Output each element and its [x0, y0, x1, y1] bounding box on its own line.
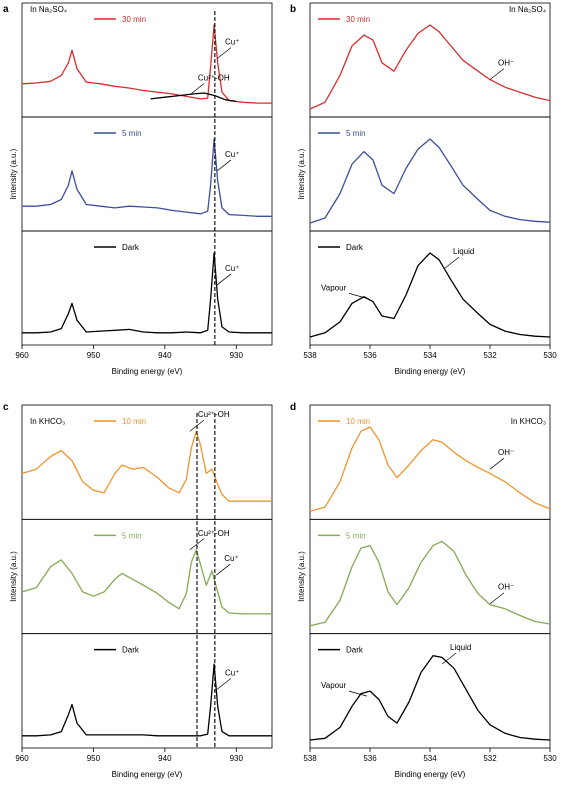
- annotation-label: Cu⁺: [224, 554, 238, 563]
- legend-label: 30 min: [122, 15, 146, 24]
- annotation-arrow: [216, 273, 232, 286]
- legend-label: 30 min: [346, 15, 370, 24]
- annotation-label: Cu²⁺-OH: [198, 529, 230, 538]
- panel-letter: a: [3, 4, 9, 15]
- series-line: [22, 663, 272, 737]
- panel-d: d 10 min OH⁻ 5 min OH⁻ Dark Vapour Liquid In KHC…: [290, 402, 557, 779]
- x-tick-label: 960: [15, 351, 29, 360]
- annotation-arrow: [216, 563, 231, 576]
- annotation-label: Cu²⁺-OH: [198, 410, 230, 419]
- annotation-label: Cu⁺: [225, 38, 239, 47]
- y-axis-label: Intensity (a.u.): [297, 551, 306, 602]
- series-line: [21, 549, 272, 615]
- annotation-arrow: [348, 690, 368, 697]
- x-tick-label: 940: [158, 351, 172, 360]
- series-line: [21, 24, 272, 104]
- x-tick-label: 930: [230, 351, 244, 360]
- x-tick-label: 930: [230, 754, 244, 763]
- panel-letter: c: [3, 402, 9, 413]
- legend-label: 5 min: [122, 129, 142, 138]
- x-tick-label: 536: [363, 351, 377, 360]
- x-tick-label: 960: [15, 754, 29, 763]
- x-tick-label: 532: [483, 351, 497, 360]
- annotation-label: Liquid: [450, 643, 471, 652]
- condition-label: In KHCO₃: [30, 417, 65, 426]
- panel-c: c 10 min Cu²⁺-OH 5 min Cu²⁺-OH Cu⁺ Dark Cu⁺ In K…: [3, 402, 273, 779]
- legend-label: 5 min: [346, 531, 366, 540]
- annotation-label: Cu⁺: [225, 264, 239, 273]
- legend-label: Dark: [122, 243, 140, 252]
- annotation-arrow: [189, 538, 205, 551]
- condition-label: In Na₂SO₄: [30, 5, 67, 14]
- x-tick-label: 532: [483, 754, 497, 763]
- annotation-label: Liquid: [453, 247, 474, 256]
- annotation-arrow: [348, 293, 368, 299]
- x-axis-label: Binding energy (eV): [395, 770, 466, 779]
- annotation-label: Cu²⁺-OH: [198, 74, 230, 83]
- subplot-frame: [21, 116, 273, 232]
- series-line: [22, 138, 272, 217]
- condition-label: In Na₂SO₄: [509, 5, 546, 14]
- series-line: [309, 138, 551, 224]
- series-line: [150, 92, 237, 103]
- legend-label: Dark: [346, 646, 364, 655]
- x-tick-label: 950: [87, 351, 101, 360]
- annotation-label: Vapour: [321, 681, 347, 690]
- subplot-frame: [21, 230, 273, 346]
- annotation-arrow: [189, 83, 205, 95]
- legend-label: 5 min: [346, 129, 366, 138]
- y-axis-label: Intensity (a.u.): [297, 148, 306, 199]
- series-line: [21, 430, 272, 502]
- legend-label: Dark: [122, 646, 140, 655]
- annotation-arrow: [489, 68, 505, 80]
- annotation-label: Cu⁺: [225, 668, 239, 677]
- panel-letter: b: [290, 4, 296, 15]
- series-line: [309, 24, 551, 110]
- x-tick-label: 534: [423, 351, 437, 360]
- annotation-arrow: [216, 47, 232, 59]
- annotation-label: OH⁻: [498, 583, 514, 592]
- series-line: [309, 252, 551, 338]
- x-axis-label: Binding energy (eV): [112, 367, 183, 376]
- x-tick-label: 530: [543, 351, 557, 360]
- annotation-arrow: [216, 678, 232, 690]
- x-tick-label: 538: [303, 351, 317, 360]
- x-tick-label: 950: [87, 754, 101, 763]
- annotation-label: OH⁻: [498, 448, 514, 457]
- subplot-frame: [21, 2, 273, 118]
- annotation-label: Cu⁺: [225, 150, 239, 159]
- legend-label: 10 min: [122, 417, 146, 426]
- x-tick-label: 940: [158, 754, 172, 763]
- condition-label: In KHCO₃: [511, 417, 546, 426]
- legend-label: 5 min: [122, 531, 142, 540]
- x-tick-label: 538: [303, 754, 317, 763]
- x-tick-label: 530: [543, 754, 557, 763]
- annotation-arrow: [441, 652, 457, 665]
- legend-label: Dark: [346, 243, 364, 252]
- annotation-label: OH⁻: [498, 59, 514, 68]
- series-line: [309, 540, 551, 627]
- annotation-arrow: [444, 256, 460, 269]
- subplot-frame: [21, 633, 273, 749]
- annotation-arrow: [489, 592, 505, 605]
- panel-b: b 30 min OH⁻ 5 min Dark Vapour Liquid In Na₂SO₄…: [290, 2, 557, 376]
- panel-letter: d: [290, 402, 296, 413]
- panel-a: a 30 min Cu²⁺-OH Cu⁺ 5 min Cu⁺ Dark Cu⁺ In Na₂SO…: [3, 2, 273, 376]
- y-axis-label: Intensity (a.u.): [9, 551, 18, 602]
- annotation-label: Vapour: [321, 283, 347, 292]
- series-line: [22, 252, 272, 334]
- x-axis-label: Binding energy (eV): [112, 770, 183, 779]
- series-line: [309, 655, 551, 741]
- y-axis-label: Intensity (a.u.): [9, 148, 18, 199]
- x-tick-label: 534: [423, 754, 437, 763]
- x-tick-label: 536: [363, 754, 377, 763]
- annotation-arrow: [489, 457, 505, 470]
- legend-label: 10 min: [346, 417, 370, 426]
- x-axis-label: Binding energy (eV): [395, 367, 466, 376]
- subplot-frame: [21, 518, 273, 635]
- annotation-arrow: [216, 159, 232, 172]
- series-line: [309, 426, 551, 512]
